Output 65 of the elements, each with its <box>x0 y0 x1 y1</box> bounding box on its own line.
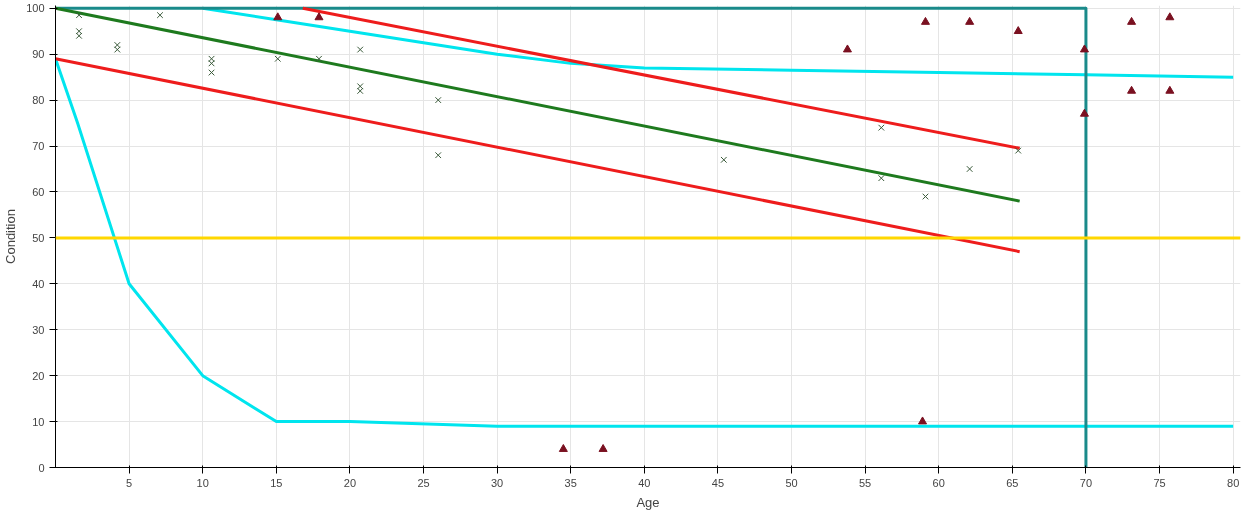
point <box>315 55 323 63</box>
point <box>1127 16 1137 25</box>
point <box>314 12 324 21</box>
x-tick-label: 55 <box>859 476 872 489</box>
y-tick-label: 70 <box>32 140 45 153</box>
line-series <box>55 57 1235 428</box>
x-tick-label: 50 <box>785 476 798 489</box>
point <box>1079 44 1089 53</box>
point <box>1013 26 1023 35</box>
y-tick-label: 100 <box>26 2 45 15</box>
point <box>842 44 852 53</box>
x-tick-label: 5 <box>126 476 133 489</box>
y-axis-title: Condition <box>3 209 19 264</box>
point <box>273 12 283 21</box>
y-tick-label: 0 <box>38 461 45 474</box>
point <box>356 83 364 90</box>
y-tick-label: 60 <box>32 185 45 198</box>
point <box>1014 147 1022 154</box>
point <box>114 46 121 53</box>
point <box>966 165 973 173</box>
point <box>156 11 164 19</box>
point <box>1165 12 1175 21</box>
point <box>965 16 975 25</box>
point <box>434 151 442 159</box>
point <box>1165 85 1175 94</box>
y-tick-label: 40 <box>32 277 45 290</box>
x-axis-title: Age <box>636 494 660 510</box>
x-tick-label: 80 <box>1227 476 1240 489</box>
y-tick-label: 30 <box>32 323 45 336</box>
x-tick-label: 45 <box>711 476 725 489</box>
x-tick-label: 10 <box>196 476 209 489</box>
x-tick-label: 75 <box>1153 476 1166 489</box>
x-tick-label: 15 <box>270 476 283 489</box>
point <box>920 16 930 25</box>
point <box>75 27 83 35</box>
point <box>877 174 885 182</box>
point <box>274 55 282 63</box>
x-tick-label: 20 <box>343 476 357 489</box>
point <box>598 444 608 452</box>
point <box>356 46 364 53</box>
x-tick-label: 40 <box>638 476 651 489</box>
x-tick-label: 25 <box>417 476 430 489</box>
y-tick-label: 80 <box>32 94 45 107</box>
point <box>434 96 442 104</box>
x-tick-label: 70 <box>1079 476 1093 489</box>
x-tick-label: 60 <box>932 476 945 489</box>
point <box>208 55 215 63</box>
point <box>1127 85 1137 94</box>
point <box>558 444 568 452</box>
point <box>877 124 885 131</box>
x-tick-label: 35 <box>564 476 577 489</box>
y-tick-label: 10 <box>32 415 45 428</box>
point <box>75 11 83 19</box>
point <box>1079 108 1089 117</box>
x-tick-label: 65 <box>1006 476 1019 489</box>
point <box>208 60 215 67</box>
y-tick-label: 90 <box>32 48 45 61</box>
point <box>114 41 121 49</box>
y-tick-label: 20 <box>32 369 45 382</box>
point <box>720 156 728 164</box>
y-tick-label: 50 <box>32 231 45 244</box>
point <box>75 32 83 40</box>
x-tick-label: 30 <box>491 476 504 489</box>
point <box>918 416 928 425</box>
point <box>356 87 364 95</box>
